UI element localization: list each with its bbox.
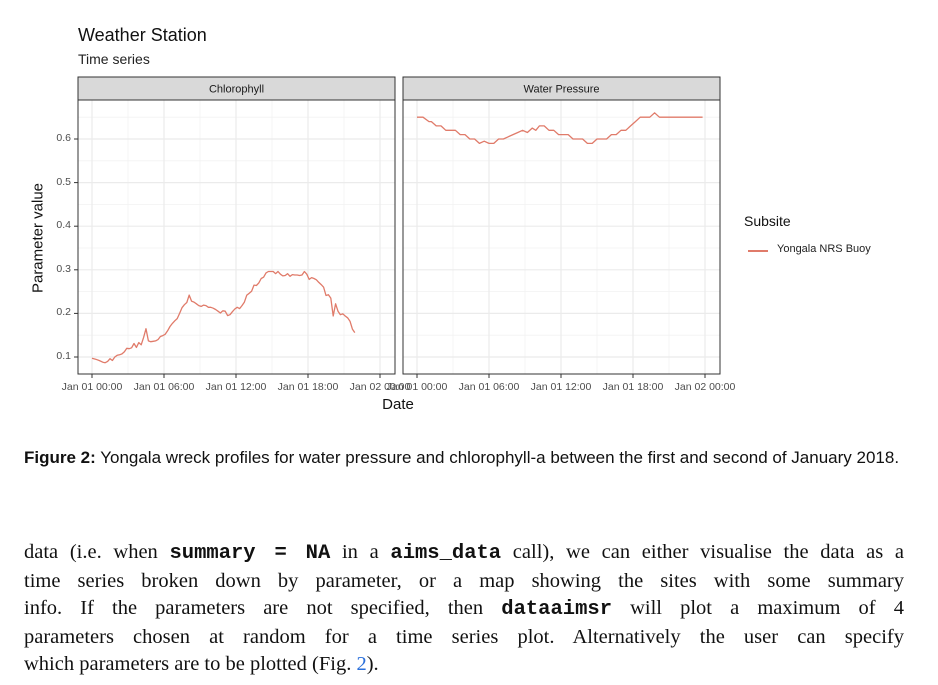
inline-code: aims_data [390,542,502,565]
body-line-5: which parameters are to be plotted (Fig.… [24,653,379,675]
chart-title: Weather Station [78,25,207,45]
x-tick-label: Jan 01 00:00 [61,381,123,393]
figure-caption: Figure 2: Yongala wreck profiles for wat… [24,446,914,469]
x-tick-label: Jan 02 00:00 [674,381,736,393]
y-tick-label: 0.6 [56,132,71,144]
caption-label: Figure 2: [24,448,96,467]
y-tick-label: 0.4 [56,219,71,232]
x-tick-label: Jan 02 00:00 [349,381,411,393]
y-tick-label: 0.3 [56,262,71,275]
series-line [417,112,703,145]
series-line [91,270,356,364]
body-paragraph: data (i.e. when summary = NA in a aims_d… [24,539,904,679]
x-tick-label: Jan 01 06:00 [133,381,195,393]
facet-strip [402,76,721,101]
facet-strip-label: Chlorophyll [209,84,264,96]
faceted-line-chart: Chlorophyll Water Pressure [74,76,721,378]
legend-line-key [748,250,768,252]
legend-title: Subsite [744,213,791,229]
x-tick-label: Jan 01 18:00 [277,381,339,393]
x-tick-label: Jan 01 06:00 [458,381,520,393]
x-tick-label: Jan 01 00:00 [386,381,448,393]
y-tick-label: 0.2 [56,306,71,319]
body-line-4: parameters chosen at random for a time s… [24,625,904,648]
caption-text: Yongala wreck profiles for water pressur… [95,448,900,467]
facet-panel-water-pressure: Water Pressure [402,76,721,378]
y-tick-label: 0.5 [56,175,71,188]
body-line-2: time series broken down by parameter, or… [24,569,904,592]
inline-code: dataaimsr [501,598,612,621]
inline-code: summary = NA [169,542,331,565]
x-tick-label: Jan 01 18:00 [602,381,664,393]
y-tick-label: 0.1 [56,350,71,362]
x-axis-label: Date [382,396,414,413]
facet-strip-label: Water Pressure [523,84,599,96]
body-line-1: data (i.e. when summary = NA in a aims_d… [24,541,904,565]
x-tick-label: Jan 01 12:00 [205,381,267,393]
legend-label: Yongala NRS Buoy [777,243,871,255]
facet-panel-chlorophyll: Chlorophyll [77,76,396,378]
body-line-3: info. If the parameters are not specifie… [24,597,904,621]
figure-reference-link[interactable]: 2 [356,653,367,675]
chart-subtitle: Time series [78,51,150,67]
facet-strip [77,76,396,101]
x-tick-label: Jan 01 12:00 [530,381,592,393]
